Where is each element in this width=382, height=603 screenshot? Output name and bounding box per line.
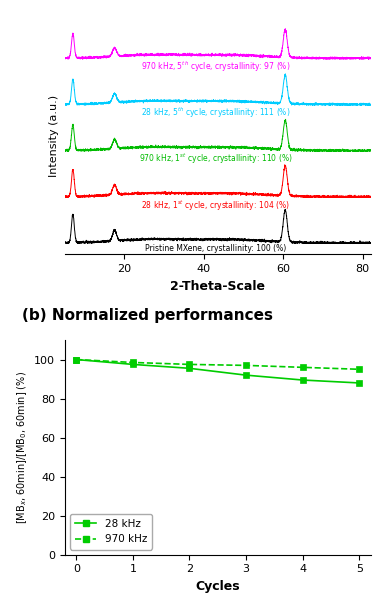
Text: 970 kHz, 1$^{st}$ cycle, crystallinity: 110 (%): 970 kHz, 1$^{st}$ cycle, crystallinity: … [139,152,293,166]
Y-axis label: Intensity (a.u.): Intensity (a.u.) [49,95,59,177]
Text: 28 kHz, 5$^{th}$ cycle, crystallinity: 111 (%): 28 kHz, 5$^{th}$ cycle, crystallinity: 1… [141,106,291,120]
Y-axis label: [MB$_{x}$, 60min]/[MB$_{0}$, 60min] (%): [MB$_{x}$, 60min]/[MB$_{0}$, 60min] (%) [15,371,29,524]
Text: 28 kHz, 1$^{st}$ cycle, crystallinity: 104 (%): 28 kHz, 1$^{st}$ cycle, crystallinity: 1… [141,198,290,212]
Text: 970 kHz, 5$^{th}$ cycle, crystallinity: 97 (%): 970 kHz, 5$^{th}$ cycle, crystallinity: … [141,60,291,74]
Text: (b) Normalized performances: (b) Normalized performances [22,308,273,323]
X-axis label: Cycles: Cycles [196,580,240,593]
Text: Pristine MXene, crystallinity: 100 (%): Pristine MXene, crystallinity: 100 (%) [145,244,286,253]
Legend: 28 kHz, 970 kHz: 28 kHz, 970 kHz [70,514,152,549]
X-axis label: 2-Theta-Scale: 2-Theta-Scale [170,280,265,292]
